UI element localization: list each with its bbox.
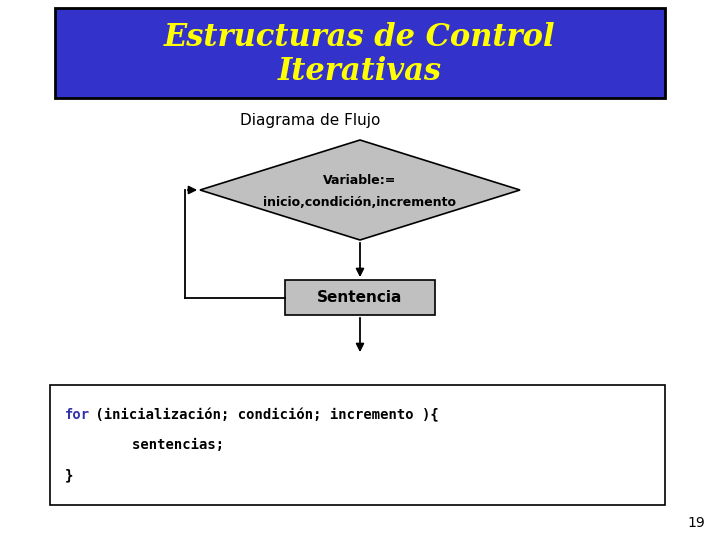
- FancyBboxPatch shape: [50, 385, 665, 505]
- Text: Iterativas: Iterativas: [278, 56, 442, 86]
- Text: inicio,condición,incremento: inicio,condición,incremento: [264, 195, 456, 208]
- FancyBboxPatch shape: [55, 8, 665, 98]
- FancyBboxPatch shape: [285, 280, 435, 315]
- Polygon shape: [200, 140, 520, 240]
- Text: Estructuras de Control: Estructuras de Control: [164, 22, 556, 53]
- Text: (inicialización; condición; incremento ){: (inicialización; condición; incremento )…: [87, 408, 438, 422]
- Text: Variable:=: Variable:=: [323, 173, 397, 186]
- Text: Diagrama de Flujo: Diagrama de Flujo: [240, 112, 380, 127]
- Text: }: }: [65, 468, 73, 482]
- Text: Sentencia: Sentencia: [318, 290, 402, 305]
- Text: sentencias;: sentencias;: [65, 438, 224, 452]
- Text: for: for: [65, 408, 90, 422]
- Text: 19: 19: [688, 516, 705, 530]
